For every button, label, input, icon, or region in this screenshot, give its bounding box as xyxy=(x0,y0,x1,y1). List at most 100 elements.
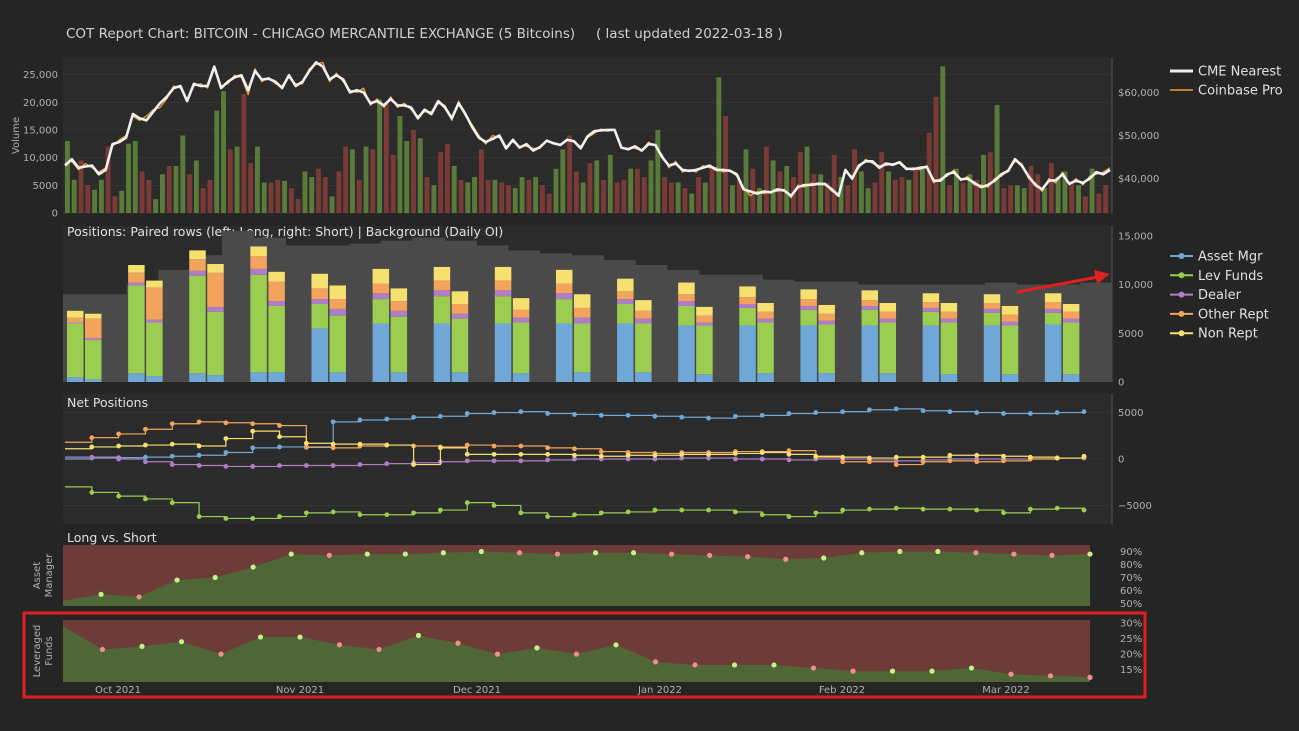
net-point xyxy=(491,443,497,449)
annotations xyxy=(22,270,1147,699)
net-point xyxy=(116,456,122,462)
volume-bar xyxy=(587,163,593,213)
other-rept-segment xyxy=(940,311,958,319)
volume-bar xyxy=(682,188,688,213)
other-rept-segment xyxy=(757,311,774,319)
asset-manager-long-short-panel: Long vs. Short 90% 80% 70% 60% 50% Asset Manage… xyxy=(32,530,1142,610)
dealer-segment xyxy=(739,304,756,308)
long-pct-point xyxy=(534,645,540,651)
net-point xyxy=(572,456,577,462)
net-point xyxy=(143,426,148,432)
y-tick-label: 20% xyxy=(1120,650,1142,661)
volume-bar xyxy=(390,154,396,213)
volume-bar xyxy=(797,152,803,213)
volume-bar xyxy=(981,154,986,213)
y-axis-label: Asset xyxy=(32,562,43,589)
volume-bar xyxy=(852,149,858,213)
net-point xyxy=(759,512,765,518)
volume-bar xyxy=(825,182,830,213)
volume-bar xyxy=(757,188,763,213)
other-rept-segment xyxy=(85,318,102,339)
volume-bar xyxy=(601,179,606,213)
asset-mgr-segment xyxy=(1044,324,1062,382)
net-point xyxy=(116,431,122,437)
y-axis-label: Manager xyxy=(44,553,55,598)
other-rept-segment xyxy=(1062,311,1080,319)
long-pct-point xyxy=(668,551,675,557)
volume-bar xyxy=(865,188,871,213)
volume-bar xyxy=(1103,185,1109,213)
other-rept-segment xyxy=(268,281,285,302)
volume-bar xyxy=(872,182,878,213)
non-rept-segment xyxy=(922,293,940,303)
x-tick-label: Nov 2021 xyxy=(276,685,324,696)
long-pct-point xyxy=(745,554,751,560)
long-pct-point xyxy=(250,564,256,570)
net-point xyxy=(464,442,470,448)
volume-bar xyxy=(675,182,681,213)
net-point xyxy=(786,457,792,463)
volume-bar xyxy=(723,116,729,213)
net-point xyxy=(196,463,202,468)
lev-funds-segment xyxy=(879,322,897,374)
net-point xyxy=(572,412,577,417)
lev-funds-segment xyxy=(433,296,451,324)
long-pct-point xyxy=(478,548,485,555)
net-point xyxy=(759,412,765,418)
long-pct-point xyxy=(455,640,461,646)
last-updated-label: ( last updated 2022-03-18 ) xyxy=(596,26,783,42)
net-point xyxy=(518,443,524,449)
net-point xyxy=(652,507,658,513)
volume-bar xyxy=(750,168,756,213)
long-pct-point xyxy=(1049,552,1055,558)
net-point xyxy=(1054,505,1060,511)
non-rept-segment xyxy=(311,273,328,289)
y-tick-label: 50% xyxy=(1120,599,1142,610)
net-point xyxy=(277,423,282,428)
long-pct-point xyxy=(897,548,903,555)
net-point xyxy=(732,456,738,462)
volume-bar xyxy=(166,165,172,213)
volume-bar xyxy=(736,179,742,213)
volume-bar xyxy=(1062,171,1068,213)
volume-bar xyxy=(573,171,579,213)
other-rept-segment xyxy=(818,313,835,321)
long-pct-point xyxy=(889,668,896,674)
dealer-segment xyxy=(983,308,1001,313)
dealer-segment xyxy=(1001,321,1019,326)
asset-mgr-segment xyxy=(800,325,817,382)
y-axis-label: Volume xyxy=(11,117,22,154)
legend-marker xyxy=(1178,291,1185,298)
net-point xyxy=(1081,453,1087,459)
asset-mgr-segment xyxy=(635,372,652,382)
dealer-segment xyxy=(879,318,897,323)
volume-bar xyxy=(709,165,715,213)
lev-funds-segment xyxy=(635,323,652,373)
volume-bar xyxy=(241,93,247,213)
net-point xyxy=(947,452,953,458)
non-rept-segment xyxy=(390,288,408,302)
net-point xyxy=(867,506,872,512)
net-point xyxy=(572,446,577,452)
net-point xyxy=(438,507,443,513)
y-tick-label: 25% xyxy=(1120,634,1142,645)
volume-bar xyxy=(1069,182,1075,213)
non-rept-segment xyxy=(85,313,102,319)
lev-funds-segment xyxy=(555,299,573,324)
volume-bar xyxy=(811,174,817,213)
non-rept-segment xyxy=(739,286,756,298)
volume-bar xyxy=(1008,185,1014,213)
non-rept-segment xyxy=(696,306,713,316)
volume-bar xyxy=(180,135,186,213)
lev-funds-segment xyxy=(940,322,958,375)
net-point xyxy=(893,406,899,412)
y2-tick-label: $60,000 xyxy=(1118,88,1159,99)
volume-bar xyxy=(784,165,790,213)
long-pct-point xyxy=(178,639,185,645)
trend-arrow-line xyxy=(1016,275,1099,294)
volume-bar xyxy=(329,196,335,213)
net-point xyxy=(947,506,953,512)
net-point xyxy=(545,451,551,457)
net-point xyxy=(1054,410,1060,415)
